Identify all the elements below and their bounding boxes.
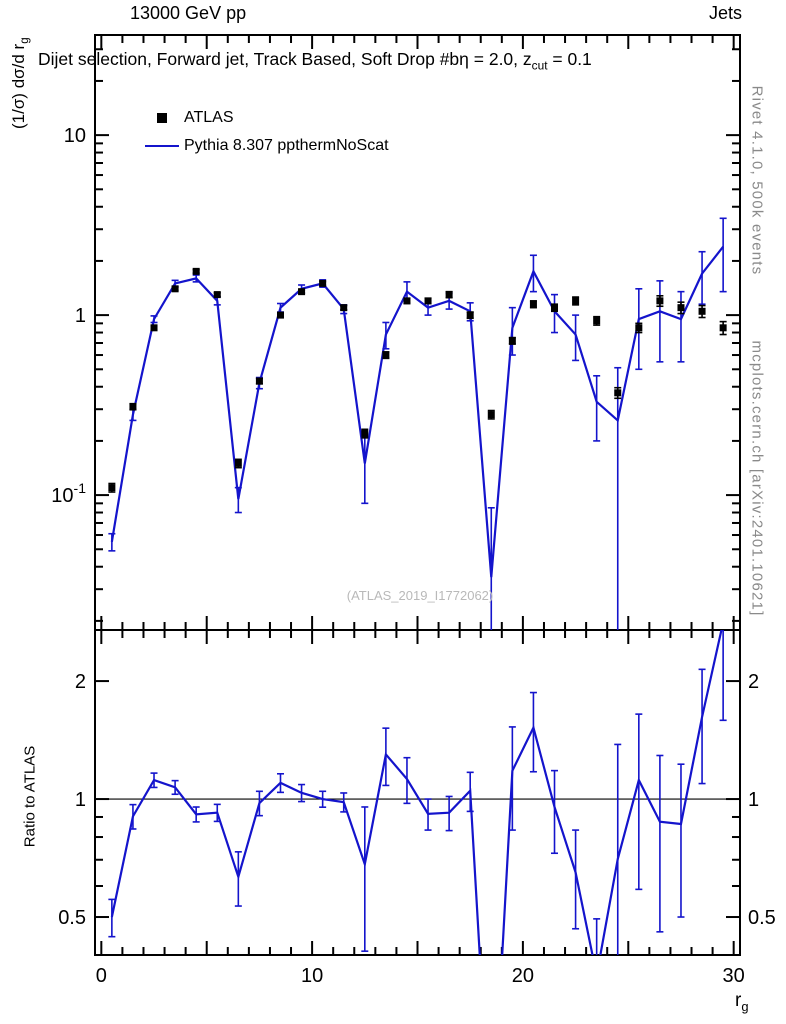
legend-marker-cell (140, 144, 184, 148)
svg-text:20: 20 (512, 965, 534, 987)
rivet-version-label: Rivet 4.1.0, 500k events (748, 85, 766, 276)
plot-title-tail: = 0.1 (547, 49, 592, 69)
pythia-line-icon (145, 144, 179, 148)
legend-label-atlas: ATLAS (184, 109, 234, 126)
svg-text:10: 10 (301, 965, 323, 987)
x-axis-title-sub: g (741, 998, 749, 1014)
analysis-id-watermark: (ATLAS_2019_I1772062) (346, 588, 494, 603)
svg-text:0: 0 (96, 965, 107, 987)
process-label: Jets (708, 3, 742, 23)
svg-text:10-1: 10-1 (51, 480, 86, 507)
svg-text:1: 1 (748, 789, 759, 811)
plot-title: Dijet selection, Forward jet, Track Base… (38, 49, 592, 73)
ratio-axis-title: Ratio to ATLAS (21, 745, 39, 848)
plot-title-sub: cut (531, 58, 548, 73)
atlas-marker-icon (157, 113, 167, 123)
mcplots-arxiv-label: mcplots.cern.ch [arXiv:2401.10621] (748, 340, 766, 617)
svg-text:2: 2 (75, 671, 86, 693)
svg-text:1: 1 (75, 789, 86, 811)
svg-text:10: 10 (64, 125, 86, 147)
svg-text:2: 2 (748, 671, 759, 693)
legend: ATLAS Pythia 8.307 ppthermNoScat (140, 104, 389, 160)
svg-text:1: 1 (75, 305, 86, 327)
legend-item-pythia: Pythia 8.307 ppthermNoScat (140, 132, 389, 160)
svg-text:30: 30 (723, 965, 745, 987)
legend-label-pythia: Pythia 8.307 ppthermNoScat (184, 137, 389, 154)
svg-text:0.5: 0.5 (58, 907, 86, 929)
x-axis-title-text: r (735, 990, 742, 1011)
y-axis-title-text: (1/σ) dσ/d r (8, 43, 28, 130)
svg-text:0.5: 0.5 (748, 907, 776, 929)
legend-item-atlas: ATLAS (140, 104, 389, 132)
plot-title-main: Dijet selection, Forward jet, Track Base… (38, 49, 532, 69)
y-axis-title-sub: g (19, 37, 32, 44)
x-axis-title: rg (735, 990, 749, 1014)
y-axis-title: (1/σ) dσ/d rg (9, 0, 31, 173)
beam-energy-label: 13000 GeV pp (130, 3, 247, 23)
legend-marker-cell (140, 113, 184, 123)
